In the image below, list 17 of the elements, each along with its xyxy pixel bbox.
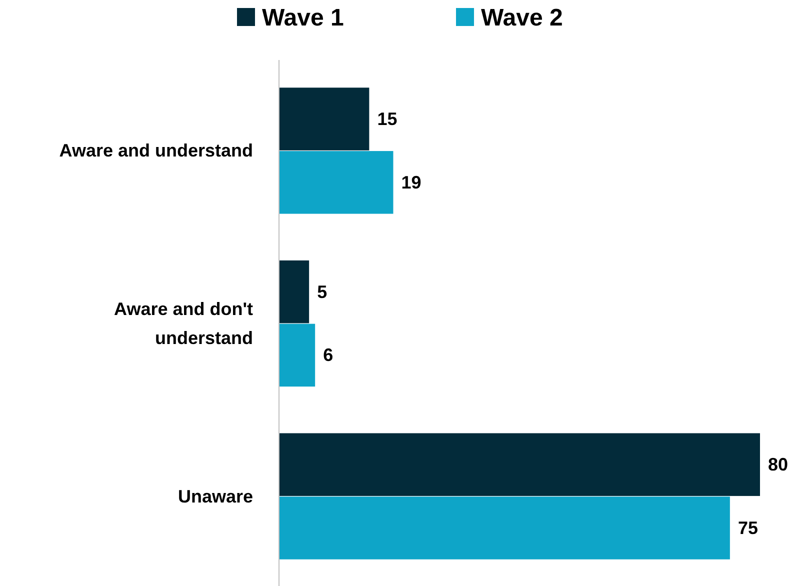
legend-label: Wave 2 <box>481 4 563 32</box>
bar <box>279 324 316 387</box>
data-label: 19 <box>401 172 422 192</box>
bar <box>279 88 370 150</box>
bar <box>279 433 760 496</box>
y-tick-label: Aware and understand <box>59 140 253 161</box>
y-tick-label: Unaware <box>178 486 253 506</box>
data-label: 75 <box>738 518 758 538</box>
data-label: 15 <box>377 109 398 130</box>
data-label: 5 <box>317 282 328 302</box>
legend-label: Wave 1 <box>262 4 344 32</box>
y-tick-label: Aware and don't understand <box>114 299 253 348</box>
data-label: 6 <box>323 345 334 366</box>
bar <box>279 496 730 560</box>
bar <box>279 260 310 324</box>
data-label: 80 <box>768 454 788 475</box>
bar <box>279 151 394 214</box>
